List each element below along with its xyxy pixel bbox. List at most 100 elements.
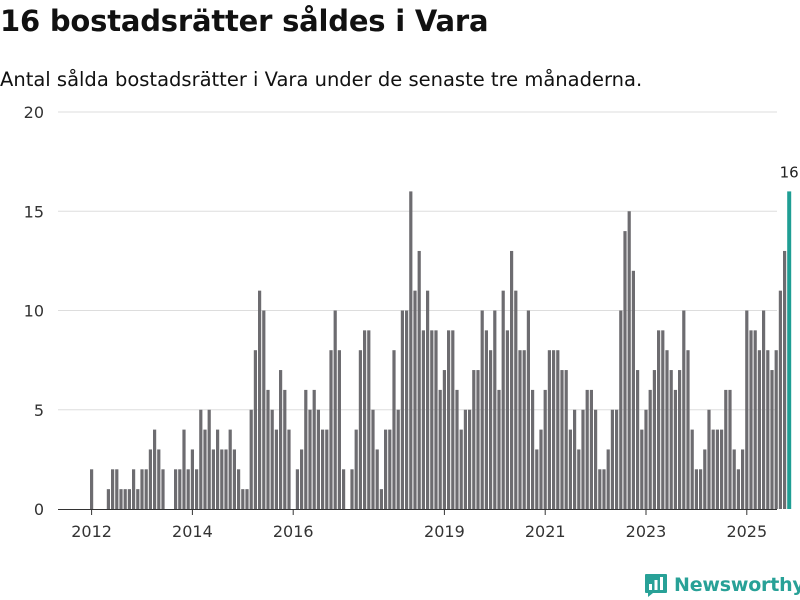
- bar: [253, 350, 257, 509]
- brand-logo[interactable]: Newsworthy: [644, 570, 800, 600]
- bar: [337, 350, 341, 509]
- bar: [190, 449, 194, 509]
- bar: [375, 449, 379, 509]
- bar: [430, 330, 434, 509]
- bar: [715, 429, 719, 509]
- bar: [501, 290, 505, 509]
- bar: [300, 449, 304, 509]
- bar: [442, 370, 446, 509]
- bar: [203, 429, 207, 509]
- bar: [539, 429, 543, 509]
- bar: [161, 469, 165, 509]
- newsworthy-logo-icon: [645, 574, 667, 597]
- bar: [560, 370, 564, 509]
- bar: [153, 429, 157, 509]
- bar: [232, 449, 236, 509]
- bar: [753, 330, 757, 509]
- bar: [652, 370, 656, 509]
- x-tick-label: 2023: [626, 522, 667, 541]
- bar: [585, 389, 589, 509]
- bar: [455, 389, 459, 509]
- bar: [136, 489, 140, 509]
- bar: [413, 290, 417, 509]
- bar: [426, 290, 430, 509]
- bar: [350, 469, 354, 509]
- bar: [90, 469, 94, 509]
- chart-title: 16 bostadsrätter såldes i Vara: [0, 4, 489, 38]
- bar: [270, 409, 274, 509]
- bar: [661, 330, 665, 509]
- bar: [228, 429, 232, 509]
- bar: [669, 370, 673, 509]
- bar: [220, 449, 224, 509]
- y-tick-label: 15: [24, 202, 44, 221]
- bar: [665, 350, 669, 509]
- bar: [505, 330, 509, 509]
- bar: [694, 469, 698, 509]
- bar: [279, 370, 283, 509]
- bar: [636, 370, 640, 509]
- bar: [770, 370, 774, 509]
- bar: [224, 449, 228, 509]
- bar: [476, 370, 480, 509]
- bar: [711, 429, 715, 509]
- bar: [552, 350, 556, 509]
- bar: [480, 310, 484, 509]
- bar: [174, 469, 178, 509]
- y-tick-label: 20: [24, 103, 44, 122]
- chart-subtitle: Antal sålda bostadsrätter i Vara under d…: [0, 68, 643, 91]
- y-tick-label: 10: [24, 302, 44, 321]
- bar-series: [90, 191, 792, 509]
- brand-name: Newsworthy: [674, 574, 800, 596]
- bar: [148, 449, 152, 509]
- bar: [720, 429, 724, 509]
- bar: [195, 469, 199, 509]
- bar: [363, 330, 367, 509]
- bar: [447, 330, 451, 509]
- bar: [178, 469, 182, 509]
- bar: [724, 389, 728, 509]
- bar: [405, 310, 409, 509]
- bar: [438, 389, 442, 509]
- bar: [421, 330, 425, 509]
- bar: [564, 370, 568, 509]
- bar: [396, 409, 400, 509]
- bar: [648, 389, 652, 509]
- x-tick-label: 2021: [525, 522, 566, 541]
- bar: [308, 409, 312, 509]
- bar: [568, 429, 572, 509]
- bar: [409, 191, 413, 509]
- bar: [144, 469, 148, 509]
- gridlines: [58, 111, 777, 411]
- bar: [388, 429, 392, 509]
- bar: [518, 350, 522, 509]
- bar: [673, 389, 677, 509]
- bar: [451, 330, 455, 509]
- bar: [274, 429, 278, 509]
- bar: [468, 409, 472, 509]
- bar: [522, 350, 526, 509]
- bar: [610, 409, 614, 509]
- bar: [606, 449, 610, 509]
- bar: [589, 389, 593, 509]
- bar: [732, 449, 736, 509]
- bar: [211, 449, 215, 509]
- bar: [157, 449, 161, 509]
- last-value-label: 16: [780, 163, 799, 181]
- bar: [199, 409, 203, 509]
- bar: [598, 469, 602, 509]
- bar: [497, 389, 501, 509]
- bar: [304, 389, 308, 509]
- bar: [547, 350, 551, 509]
- labels: 0 5 10 15 20 2012 2014 2016 2019 2021 2023 2025 16: [24, 103, 799, 541]
- bar: [762, 310, 766, 509]
- bar: [371, 409, 375, 509]
- bar: [358, 350, 362, 509]
- bar: [241, 489, 245, 509]
- x-tick-label: 2014: [172, 522, 213, 541]
- bar: [703, 449, 707, 509]
- bar: [510, 250, 514, 509]
- bar: [287, 429, 291, 509]
- bar: [627, 211, 631, 509]
- bar: [127, 489, 131, 509]
